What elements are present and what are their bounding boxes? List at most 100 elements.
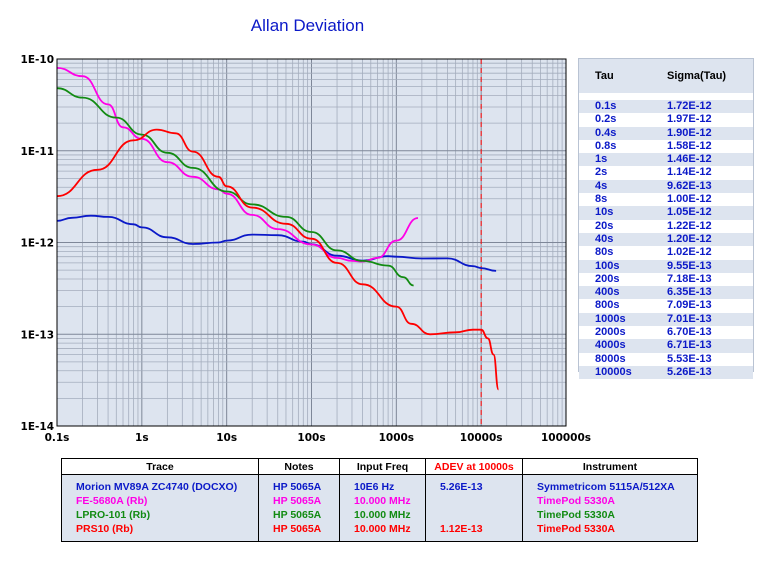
tau-value: 0.4s: [595, 126, 617, 139]
sigma-row: 2000s 6.70E-13: [579, 326, 753, 340]
tau-value: 2000s: [595, 326, 626, 339]
sigma-row: 80s 1.02E-12: [579, 246, 753, 260]
trace-input-freq: 10.000 MHz: [339, 494, 426, 508]
sigma-value: 7.18E-13: [667, 272, 712, 285]
tau-value: 20s: [595, 219, 614, 232]
trace-instrument: TimePod 5330A: [522, 494, 698, 508]
y-tick-label: 1E-11: [21, 146, 54, 158]
tau-value: 2s: [595, 166, 608, 179]
trace-name: Morion MV89A ZC4740 (DOCXO): [61, 474, 259, 494]
notes-header: Notes: [258, 458, 340, 475]
tau-value: 400s: [595, 286, 620, 299]
series-line-3: [56, 128, 500, 391]
x-tick-label: 1s: [135, 432, 149, 444]
trace-legend-table: Trace Notes Input Freq ADEV at 10000s In…: [61, 458, 698, 542]
sigma-value: 1.46E-12: [667, 153, 712, 166]
trace-input-freq: 10.000 MHz: [339, 508, 426, 522]
sigma-row: 40s 1.20E-12: [579, 232, 753, 247]
tau-value: 80s: [595, 246, 614, 259]
chart-title: Allan Deviation: [250, 16, 365, 35]
y-tick-label: 1E-12: [21, 238, 54, 250]
sigma-table-header: Tau Sigma(Tau): [579, 59, 753, 93]
sigma-value: 5.26E-13: [667, 365, 712, 378]
x-tick-label: 100000s: [541, 432, 591, 444]
x-tick-label: 10s: [216, 432, 237, 444]
trace-instrument: TimePod 5330A: [522, 522, 698, 542]
trace-instrument: Symmetricom 5115A/512XA: [522, 474, 698, 494]
sigma-row: 0.8s 1.58E-12: [579, 139, 753, 154]
tau-value: 200s: [595, 272, 620, 285]
trace-adev: 1.12E-13: [425, 522, 523, 542]
series-layer: [56, 67, 500, 391]
sigma-row: 4000s 6.71E-13: [579, 339, 753, 353]
y-tick-label: 1E-10: [21, 54, 54, 66]
sigma-row: 4s 9.62E-13: [579, 179, 753, 194]
sigma-row: 0.4s 1.90E-12: [579, 126, 753, 140]
trace-notes: HP 5065A: [258, 522, 340, 542]
sigma-row: 8000s 5.53E-13: [579, 352, 753, 366]
trace-name: FE-5680A (Rb): [61, 494, 259, 508]
trace-input-freq: 10E6 Hz: [339, 474, 426, 494]
sigma-value: 6.35E-13: [667, 286, 712, 299]
legend-row: PRS10 (Rb) HP 5065A 10.000 MHz 1.12E-13 Time…: [61, 522, 698, 542]
sigma-value: 9.55E-13: [667, 259, 712, 272]
trace-header: Trace: [61, 458, 259, 475]
trace-adev: [425, 508, 523, 522]
y-tick-labels: 1E-10 1E-11 1E-12 1E-13 1E-14: [21, 54, 54, 433]
tau-value: 40s: [595, 232, 614, 245]
trace-input-freq: 10.000 MHz: [339, 522, 426, 542]
tau-value: 0.2s: [595, 113, 617, 126]
tau-value: 4000s: [595, 339, 626, 352]
sigma-row: 20s 1.22E-12: [579, 219, 753, 233]
sigma-table-rows: 0.1s 1.72E-12 0.2s 1.97E-12 0.4s 1.90E-12 0.8s…: [579, 100, 753, 380]
adev-header: ADEV at 10000s: [425, 458, 523, 475]
tau-value: 1000s: [595, 312, 626, 325]
x-tick-label: 100s: [297, 432, 325, 444]
legend-row: FE-5680A (Rb) HP 5065A 10.000 MHz TimePod 5…: [61, 494, 698, 508]
plot-frame: [56, 58, 567, 427]
y-tick-label: 1E-13: [21, 329, 54, 341]
tau-value: 100s: [595, 259, 620, 272]
input-freq-header: Input Freq: [339, 458, 426, 475]
sigma-value: 1.20E-12: [667, 232, 712, 245]
trace-notes: HP 5065A: [258, 494, 340, 508]
series-line-2: [56, 87, 414, 287]
tau-value: 8000s: [595, 352, 626, 365]
sigma-row: 1s 1.46E-12: [579, 153, 753, 167]
sigma-value: 7.01E-13: [667, 312, 712, 325]
sigma-value: 1.14E-12: [667, 166, 712, 179]
sigma-value: 5.53E-13: [667, 352, 712, 365]
tau-value: 0.8s: [595, 139, 617, 152]
instrument-header: Instrument: [522, 458, 698, 475]
legend-row: Morion MV89A ZC4740 (DOCXO) HP 5065A 10E6 …: [61, 474, 698, 494]
sigma-row: 800s 7.09E-13: [579, 299, 753, 313]
trace-notes: HP 5065A: [258, 474, 340, 494]
tau-value: 1s: [595, 153, 608, 166]
sigma-value: 6.71E-13: [667, 339, 712, 352]
tau-value: 8s: [595, 193, 608, 206]
sigma-row: 8s 1.00E-12: [579, 193, 753, 207]
x-tick-label: 0.1s: [45, 432, 70, 444]
sigma-value: 1.58E-12: [667, 139, 712, 152]
sigma-value: 1.22E-12: [667, 219, 712, 232]
sigma-value: 1.05E-12: [667, 206, 712, 219]
sigma-row: 100s 9.55E-13: [579, 259, 753, 273]
x-tick-label: 10000s: [460, 432, 503, 444]
tau-value: 10000s: [595, 365, 632, 378]
sigma-value: 1.00E-12: [667, 193, 712, 206]
sigma-row: 400s 6.35E-13: [579, 286, 753, 300]
tau-value: 0.1s: [595, 100, 617, 112]
trace-adev: 5.26E-13: [425, 474, 523, 494]
sigma-row: 0.1s 1.72E-12: [579, 100, 753, 114]
series-line-0: [56, 214, 497, 272]
tau-value: 800s: [595, 299, 620, 312]
x-tick-labels: 0.1s 1s 10s 100s 1000s 10000s 100000s: [45, 432, 591, 444]
sigma-row: 200s 7.18E-13: [579, 272, 753, 287]
sigma-value: 1.97E-12: [667, 113, 712, 126]
sigma-value: 1.02E-12: [667, 246, 712, 259]
sigma-row: 10000s 5.26E-13: [579, 365, 753, 380]
sigma-row: 1000s 7.01E-13: [579, 312, 753, 327]
trace-name: LPRO-101 (Rb): [61, 508, 259, 522]
sigma-row: 2s 1.14E-12: [579, 166, 753, 180]
trace-adev: [425, 494, 523, 508]
